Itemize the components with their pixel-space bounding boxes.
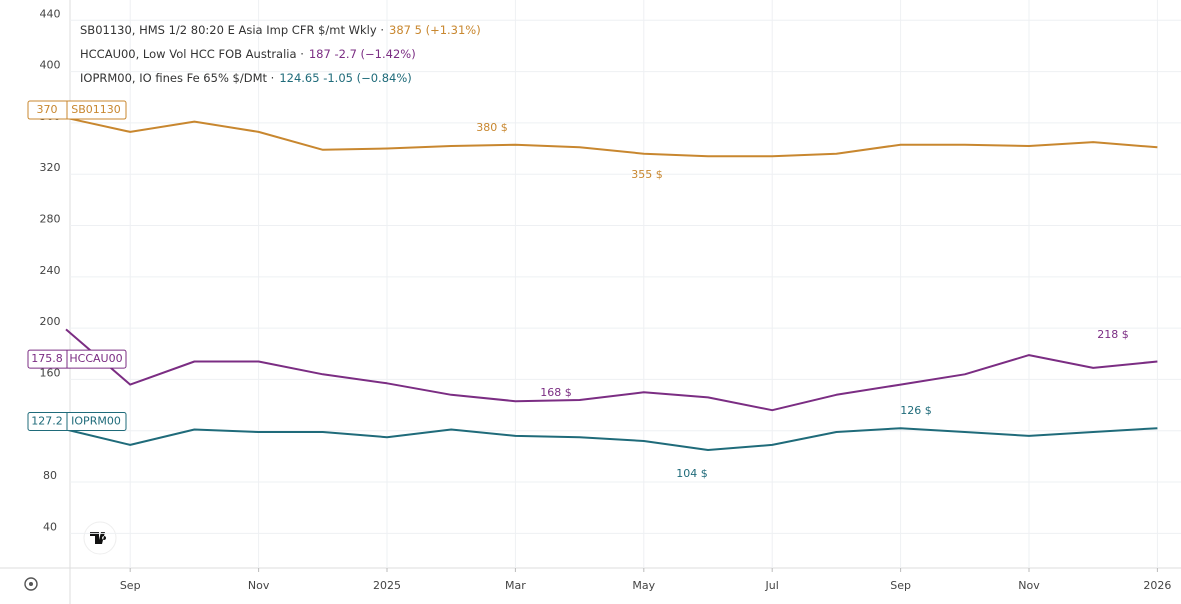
grid [70,0,1181,568]
annotation: 168 $ [540,386,572,399]
annotation: 104 $ [676,467,708,480]
legend-value: 387 5 (+1.31%) [389,23,481,37]
settings-icon-dot [29,582,33,586]
x-tick-label: Nov [248,579,270,592]
y-tick-label: 400 [40,59,61,72]
annotation: 380 $ [476,121,508,134]
legend-entry: SB01130, HMS 1/2 80:20 E Asia Imp CFR $/… [80,23,481,37]
series-line [65,116,1158,158]
legend-name: SB01130, HMS 1/2 80:20 E Asia Imp CFR $/… [80,23,384,37]
annotation: 218 $ [1097,328,1129,341]
x-tick-label: Sep [890,579,911,592]
y-tick-label: 240 [40,264,61,277]
settings-icon[interactable] [24,577,38,591]
price-tag-name: SB01130 [71,103,121,116]
legend-value: 124.65 -1.05 (−0.84%) [279,71,411,85]
y-tick-label: 160 [40,366,61,379]
price-tag-name: HCCAU00 [69,352,122,365]
price-tag: 175.8 HCCAU00 [27,349,127,369]
price-tag: 370 SB01130 [27,100,127,120]
tv-logo [83,521,117,555]
annotation: 355 $ [631,168,663,181]
price-tag-name: IOPRM00 [71,415,121,428]
price-tag-value: 370 [37,103,58,116]
y-tick-label: 280 [40,213,61,226]
price-tag-box [27,412,127,432]
y-tick-label: 320 [40,161,61,174]
legend-value: 187 -2.7 (−1.42%) [309,47,416,61]
x-tick-label: Jul [765,579,779,592]
legend-name: IOPRM00, IO fines Fe 65% $/DMt · [80,71,274,85]
x-tick-label: 2025 [373,579,401,592]
y-tick-label: 200 [40,315,61,328]
legend-entry: HCCAU00, Low Vol HCC FOB Australia · 187 … [80,47,416,61]
annotation: 126 $ [900,404,932,417]
x-tick-label: May [632,579,655,592]
price-tag-value: 175.8 [31,352,63,365]
x-tick-label: 2026 [1143,579,1171,592]
series-line [65,427,1158,451]
price-tag-value: 127.2 [31,415,63,428]
price-tag-box [27,100,127,120]
x-tick-label: Sep [120,579,141,592]
legend-name: HCCAU00, Low Vol HCC FOB Australia · [80,47,304,61]
y-tick-label: 440 [40,7,61,20]
price-tag-box [27,349,127,369]
price-tag: 127.2 IOPRM00 [27,412,127,432]
x-tick-label: Mar [505,579,526,592]
y-tick-label: 40 [43,520,57,533]
legend-entry: IOPRM00, IO fines Fe 65% $/DMt · 124.65 -… [80,71,412,85]
y-tick-label: 80 [43,469,57,482]
x-tick-label: Nov [1018,579,1040,592]
series-line [65,328,1158,412]
